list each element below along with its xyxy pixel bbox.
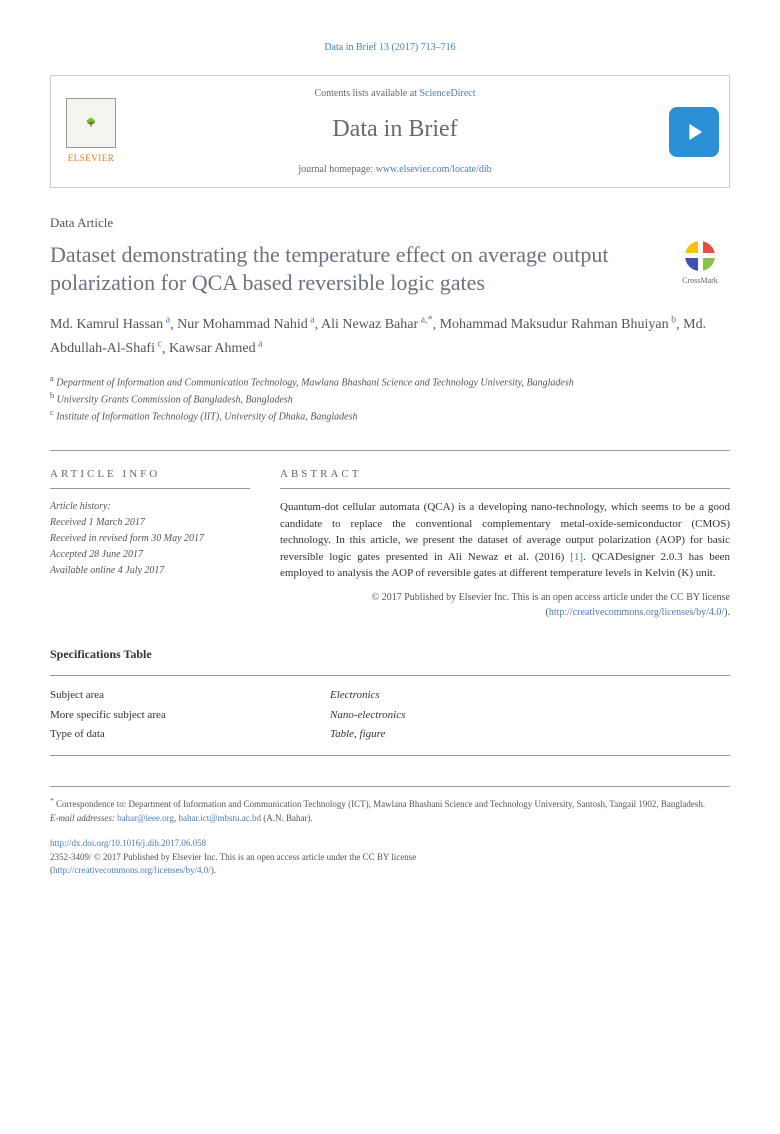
email-line: E-mail addresses: bahar@ieee.org, bahar.… bbox=[50, 812, 730, 826]
doi-copyright: © 2017 Published by Elsevier Inc. This i… bbox=[94, 852, 417, 862]
article-history: Article history: Received 1 March 2017 R… bbox=[50, 499, 250, 579]
author-affil-sup: c bbox=[155, 339, 162, 350]
spec-val: Electronics bbox=[330, 686, 380, 706]
doi-block: http://dx.doi.org/10.1016/j.dib.2017.06.… bbox=[50, 837, 730, 878]
email-link[interactable]: bahar@ieee.org bbox=[117, 813, 174, 823]
article-info-col: ARTICLE INFO Article history: Received 1… bbox=[50, 466, 250, 620]
authors-list: Md. Kamrul Hassan a, Nur Mohammad Nahid … bbox=[50, 313, 730, 361]
history-online: Available online 4 July 2017 bbox=[50, 563, 250, 579]
history-accepted: Accepted 28 June 2017 bbox=[50, 547, 250, 563]
email-suffix: (A.N. Bahar). bbox=[263, 813, 312, 823]
abstract-col: ABSTRACT Quantum-dot cellular automata (… bbox=[280, 466, 730, 620]
spec-key: Subject area bbox=[50, 686, 330, 706]
spec-row: Type of data Table, figure bbox=[50, 725, 730, 745]
affiliations-list: a Department of Information and Communic… bbox=[50, 373, 730, 425]
article-type: Data Article bbox=[50, 213, 730, 233]
ref-link[interactable]: [1] bbox=[570, 551, 583, 563]
copyright-block: © 2017 Published by Elsevier Inc. This i… bbox=[280, 590, 730, 620]
homepage-link[interactable]: www.elsevier.com/locate/dib bbox=[376, 164, 492, 175]
doi-cc-link[interactable]: http://creativecommons.org/licenses/by/4… bbox=[53, 865, 211, 875]
author: Nur Mohammad Nahid a bbox=[177, 317, 315, 332]
author: Kawsar Ahmed a bbox=[169, 341, 263, 356]
crossmark-icon bbox=[685, 241, 715, 271]
author-affil-sup: a bbox=[163, 315, 170, 326]
spec-val: Table, figure bbox=[330, 725, 385, 745]
affiliation: a Department of Information and Communic… bbox=[50, 373, 730, 390]
crossmark-label: CrossMark bbox=[670, 275, 730, 287]
contents-prefix: Contents lists available at bbox=[314, 88, 419, 99]
author: Mohammad Maksudur Rahman Bhuiyan b bbox=[440, 317, 677, 332]
history-revised: Received in revised form 30 May 2017 bbox=[50, 531, 250, 547]
elsevier-label: ELSEVIER bbox=[68, 152, 115, 166]
spec-row: More specific subject area Nano-electron… bbox=[50, 706, 730, 726]
author: Md. Kamrul Hassan a bbox=[50, 317, 170, 332]
corr-text: Correspondence to: Department of Informa… bbox=[56, 799, 705, 809]
elsevier-logo: 🌳 ELSEVIER bbox=[51, 76, 131, 187]
spec-key: More specific subject area bbox=[50, 706, 330, 726]
article-title: Dataset demonstrating the temperature ef… bbox=[50, 241, 655, 298]
author-affil-sup: b bbox=[669, 315, 677, 326]
spec-table: Subject area Electronics More specific s… bbox=[50, 675, 730, 756]
email-link[interactable]: bahar.ict@mbstu.ac.bd bbox=[179, 813, 262, 823]
elsevier-tree-icon: 🌳 bbox=[66, 98, 116, 148]
correspondence-note: * Correspondence to: Department of Infor… bbox=[50, 795, 730, 812]
history-label: Article history: bbox=[50, 499, 250, 515]
spec-key: Type of data bbox=[50, 725, 330, 745]
journal-badge bbox=[659, 76, 729, 187]
sciencedirect-link[interactable]: ScienceDirect bbox=[419, 88, 475, 99]
contents-line: Contents lists available at ScienceDirec… bbox=[141, 86, 649, 101]
affiliation: b University Grants Commission of Bangla… bbox=[50, 390, 730, 407]
corr-marker: * bbox=[50, 796, 54, 805]
article-info-head: ARTICLE INFO bbox=[50, 466, 250, 490]
journal-header-box: 🌳 ELSEVIER Contents lists available at S… bbox=[50, 75, 730, 188]
info-abstract-row: ARTICLE INFO Article history: Received 1… bbox=[50, 450, 730, 620]
author-affil-sup: a bbox=[256, 339, 263, 350]
homepage-prefix: journal homepage: bbox=[298, 164, 375, 175]
abstract-head: ABSTRACT bbox=[280, 466, 730, 490]
title-row: Dataset demonstrating the temperature ef… bbox=[50, 241, 730, 298]
footnotes: * Correspondence to: Department of Infor… bbox=[50, 786, 730, 878]
history-received: Received 1 March 2017 bbox=[50, 515, 250, 531]
abstract-text: Quantum-dot cellular automata (QCA) is a… bbox=[280, 499, 730, 582]
affiliation: c Institute of Information Technology (I… bbox=[50, 407, 730, 424]
crossmark-badge[interactable]: CrossMark bbox=[670, 241, 730, 287]
spec-val: Nano-electronics bbox=[330, 706, 405, 726]
cc-license-link[interactable]: http://creativecommons.org/licenses/by/4… bbox=[549, 607, 724, 618]
spec-row: Subject area Electronics bbox=[50, 686, 730, 706]
journal-name: Data in Brief bbox=[141, 111, 649, 147]
author: Ali Newaz Bahar a,* bbox=[321, 317, 433, 332]
issn: 2352-3409/ bbox=[50, 852, 92, 862]
author-affil-sup: a,* bbox=[418, 315, 432, 326]
header-center: Contents lists available at ScienceDirec… bbox=[131, 76, 659, 187]
author-affil-sup: a bbox=[308, 315, 315, 326]
dib-badge-icon bbox=[669, 107, 719, 157]
spec-table-heading: Specifications Table bbox=[50, 645, 730, 663]
copyright-text: © 2017 Published by Elsevier Inc. This i… bbox=[372, 592, 730, 603]
citation-header: Data in Brief 13 (2017) 713–716 bbox=[50, 40, 730, 55]
doi-link[interactable]: http://dx.doi.org/10.1016/j.dib.2017.06.… bbox=[50, 838, 206, 848]
email-label: E-mail addresses: bbox=[50, 813, 117, 823]
homepage-line: journal homepage: www.elsevier.com/locat… bbox=[141, 162, 649, 177]
